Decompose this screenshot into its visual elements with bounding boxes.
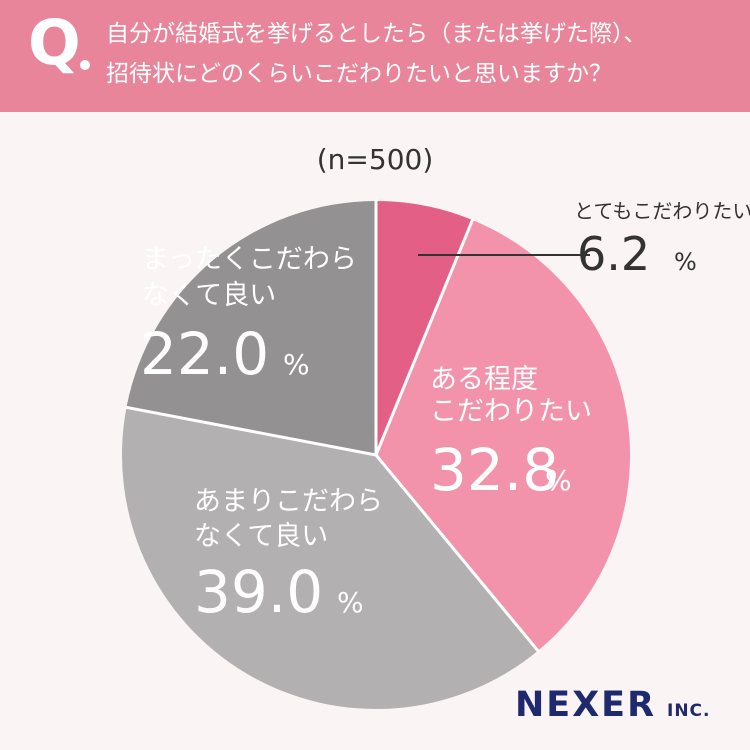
sample-size-label: (n=500) bbox=[316, 143, 434, 176]
question-text-line-1: 自分が結婚式を挙げるとしたら（または挙げた際）、 bbox=[106, 21, 647, 47]
pie-slice-4 bbox=[126, 201, 376, 455]
slice-unit-2: % bbox=[545, 464, 572, 497]
brand-logo-name: NEXER bbox=[515, 685, 657, 725]
slice-label-4-line-1: まったくこだわら bbox=[142, 244, 357, 275]
brand-logo-suffix: INC. bbox=[667, 701, 711, 721]
slice-label-4-line-2: なくて良い bbox=[142, 280, 276, 311]
slice-unit-4: % bbox=[283, 348, 310, 381]
slice-label-2-line-1: ある程度 bbox=[430, 364, 538, 395]
slice-separator-2 bbox=[374, 218, 475, 456]
slice-label-3-line-1: あまりこだわら bbox=[194, 486, 383, 517]
pie-slice-2 bbox=[376, 220, 631, 651]
slice-unit-3: % bbox=[337, 586, 364, 619]
slice-separator-3 bbox=[374, 454, 540, 653]
slice-separator-4 bbox=[125, 405, 377, 457]
slice-label-2-line-2: こだわりたい bbox=[430, 396, 592, 427]
slice-value-2: 32.8 bbox=[430, 436, 559, 504]
slice-unit-1: % bbox=[674, 248, 697, 276]
slice-value-4: 22.0 bbox=[140, 320, 269, 388]
slice-label-1-line-1: とてもこだわりたい bbox=[574, 199, 750, 223]
slice-value-3: 39.0 bbox=[194, 558, 323, 626]
slice-value-1: 6.2 bbox=[577, 227, 650, 281]
pie-slice-1 bbox=[376, 201, 473, 455]
pie-slice-3 bbox=[122, 407, 538, 710]
question-dot bbox=[80, 60, 90, 70]
slice-label-3-line-2: なくて良い bbox=[194, 521, 328, 552]
question-mark: Q bbox=[28, 12, 78, 79]
question-header: Q 自分が結婚式を挙げるとしたら（または挙げた際）、 招待状にどのくらいこだわり… bbox=[0, 0, 750, 112]
question-text-line-2: 招待状にどのくらいこだわりたいと思いますか？ bbox=[106, 61, 612, 87]
